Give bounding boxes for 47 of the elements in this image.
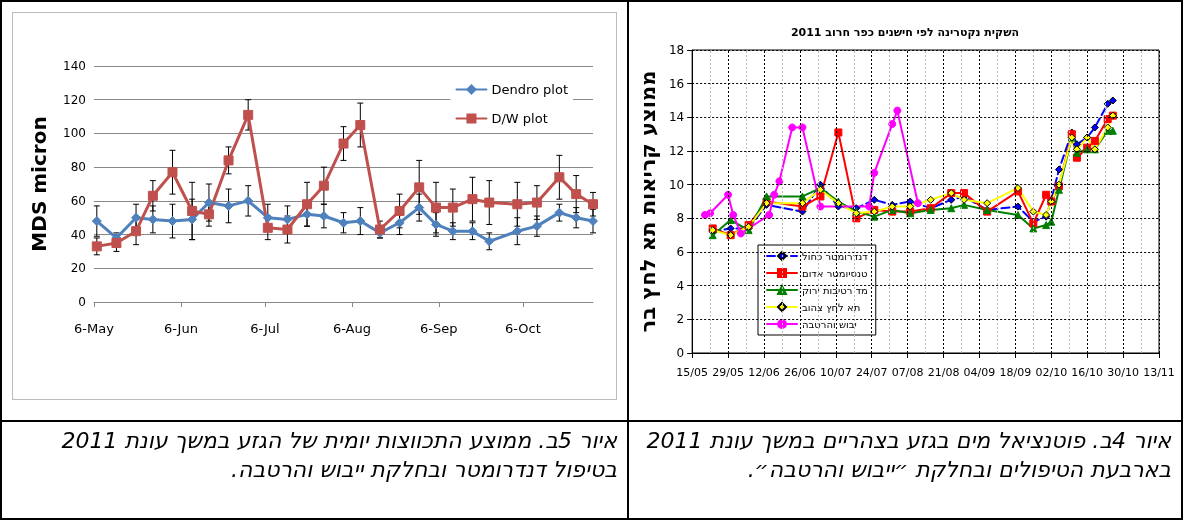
x-tick-label: 07/08 — [891, 366, 924, 379]
x-tick-label: 02/10 — [1035, 366, 1068, 379]
x-tick-label: 6-Jun — [163, 321, 198, 336]
y-tick-label: 60 — [70, 193, 86, 208]
y-tick-label: 140 — [63, 59, 86, 73]
x-tick-label: 10/07 — [819, 366, 852, 379]
x-tick-label: 6-Aug — [332, 321, 371, 336]
y-tick-label: 16 — [668, 76, 685, 91]
y-tick-label: 6 — [676, 245, 685, 259]
x-tick-label: 04/09 — [963, 366, 996, 379]
legend-label: מד רטיבות ירוק — [802, 284, 868, 296]
y-tick-label: 20 — [70, 261, 86, 276]
x-tick-label: 13/11 — [1143, 366, 1175, 379]
y-tick-label: 40 — [70, 227, 86, 242]
legend-label: Dendro plot — [491, 82, 568, 97]
y-tick-label: 0 — [78, 295, 86, 309]
y-tick-label: 14 — [668, 110, 685, 125]
x-tick-label: 6-Oct — [505, 321, 541, 336]
y-axis-title: MDS micron — [27, 116, 51, 252]
y-tick-label: 120 — [63, 92, 86, 107]
x-tick-label: 29/05 — [712, 366, 744, 379]
y-tick-label: 2 — [676, 312, 685, 327]
y-tick-label: 12 — [668, 144, 685, 158]
legend-label: D/W plot — [491, 111, 548, 126]
x-tick-label: 12/06 — [748, 366, 780, 379]
y-tick-label: 8 — [676, 211, 685, 226]
x-tick-label: 30/10 — [1107, 366, 1139, 379]
y-tick-label: 100 — [63, 126, 86, 141]
x-tick-label: 6-Sep — [420, 321, 458, 336]
y-tick-label: 10 — [668, 177, 685, 192]
y-tick-label: 0 — [676, 346, 685, 360]
y-axis-title: ממוצע קריאות תא לחץ בר — [635, 70, 660, 333]
x-tick-label: 18/09 — [999, 366, 1032, 379]
text: איור 5ב. ממוצע התכווצות יומית של הגזע במשך עונת 2011 בטיפול דנדרומטר ובחלקת ייבוש והרטבה. — [60, 427, 617, 484]
x-tick-label: 6-May — [74, 321, 115, 336]
y-tick-label: 4 — [676, 278, 685, 293]
x-tick-label: 15/05 — [676, 366, 709, 379]
chart-title: השקית נקטרינה לפי חישנים כפר חרוב 2011 — [790, 26, 1020, 39]
legend-label: יבוש והרטבה — [802, 318, 857, 330]
x-tick-label: 21/08 — [927, 366, 960, 379]
y-tick-label: 18 — [668, 43, 685, 57]
y-tick-label: 80 — [70, 160, 86, 175]
x-tick-label: 16/10 — [1071, 366, 1104, 379]
x-tick-label: 26/06 — [784, 366, 816, 379]
x-tick-label: 24/07 — [855, 366, 888, 379]
text: איור 4ב. פוטנציאל מים בגזע בצהריים במשך עונת 2011 בארבעת הטיפולים ובחלקת ״ייבוש והרטבה״. — [645, 427, 1171, 484]
x-tick-label: 6-Jul — [250, 321, 280, 336]
